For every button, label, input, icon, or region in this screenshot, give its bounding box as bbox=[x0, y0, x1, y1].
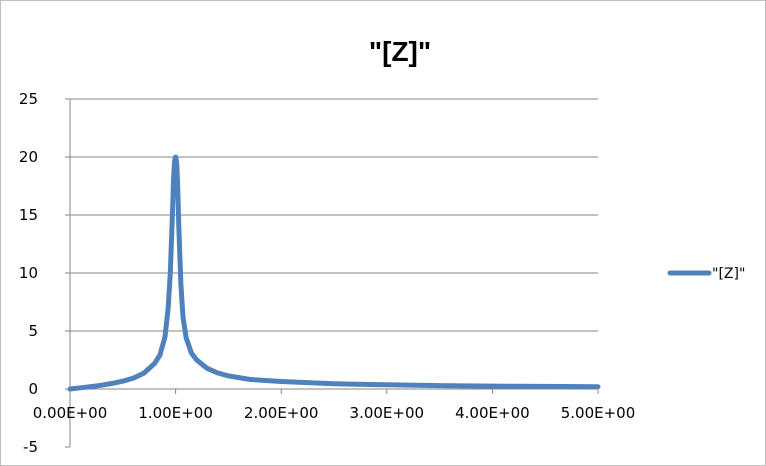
x-tick-labels: 0.00E+00 1.00E+00 2.00E+00 3.00E+00 4.00E+00… bbox=[33, 389, 636, 422]
y-tick-label: -5 bbox=[23, 438, 38, 456]
chart-title: "[Z]" bbox=[368, 36, 432, 67]
series-layer bbox=[67, 154, 601, 392]
x-tick-label: 2.00E+00 bbox=[244, 404, 319, 422]
x-tick-label: 1.00E+00 bbox=[138, 404, 213, 422]
x-tick-label: 0.00E+00 bbox=[33, 404, 108, 422]
y-tick-label: 0 bbox=[28, 380, 38, 398]
y-tick-label: 5 bbox=[28, 322, 38, 340]
y-tick-label: 10 bbox=[19, 264, 38, 282]
y-tick-label: 25 bbox=[19, 90, 38, 108]
y-tick-labels: 25 20 15 10 5 0 -5 bbox=[19, 90, 70, 456]
legend-label: "[Z]" bbox=[712, 266, 745, 282]
x-tick-label: 4.00E+00 bbox=[455, 404, 530, 422]
x-tick-label: 5.00E+00 bbox=[561, 404, 636, 422]
y-tick-label: 15 bbox=[19, 206, 38, 224]
y-tick-label: 20 bbox=[19, 148, 38, 166]
series-line bbox=[67, 154, 601, 392]
x-tick-label: 3.00E+00 bbox=[350, 404, 425, 422]
gridlines bbox=[70, 98, 598, 332]
legend: "[Z]" bbox=[667, 266, 745, 282]
